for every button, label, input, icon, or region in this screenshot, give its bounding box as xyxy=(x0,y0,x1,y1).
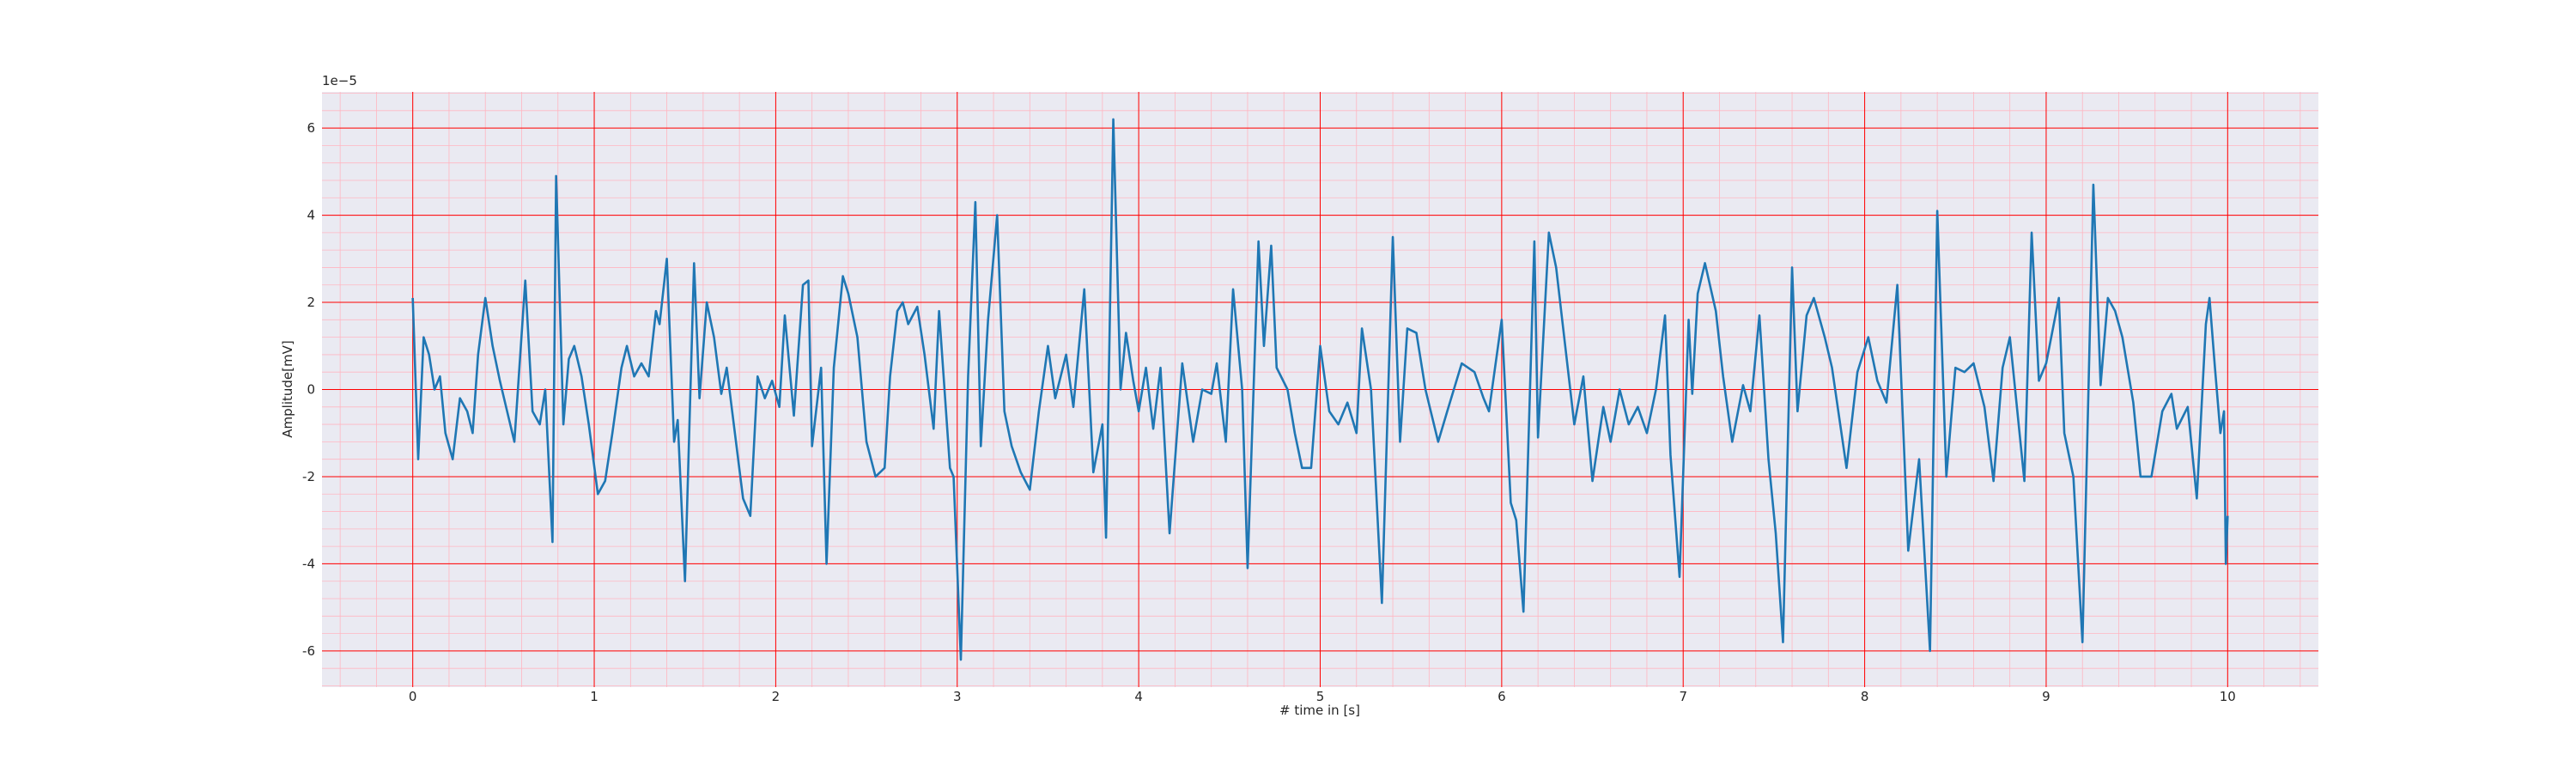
y-tick-label: 2 xyxy=(307,295,315,310)
y-tick-label: 4 xyxy=(307,208,315,223)
x-tick-label: 7 xyxy=(1679,689,1687,704)
signal-line xyxy=(411,118,2229,661)
y-axis-label: Amplitude[mV] xyxy=(280,340,295,437)
major-grid xyxy=(322,92,2318,687)
x-tick-label: 10 xyxy=(2220,689,2236,704)
y-tick-label: -2 xyxy=(302,469,315,484)
y-tick-label: -4 xyxy=(302,556,315,571)
x-tick-label: 8 xyxy=(1861,689,1869,704)
y-tick-label: 6 xyxy=(307,120,315,136)
x-tick-label: 5 xyxy=(1316,689,1325,704)
x-tick-label: 0 xyxy=(409,689,417,704)
offset-text: 1e−5 xyxy=(322,73,357,88)
x-tick-label: 6 xyxy=(1498,689,1506,704)
y-tick-label: 0 xyxy=(307,382,315,398)
x-tick-label: 4 xyxy=(1134,689,1143,704)
x-tick-label: 1 xyxy=(590,689,598,704)
series xyxy=(411,118,2229,661)
tick-labels: 0 1 2 3 4 5 6 7 8 9 10 -6 -4 -2 0 2 4 6 xyxy=(302,120,2236,704)
x-tick-label: 9 xyxy=(2042,689,2050,704)
x-tick-label: 2 xyxy=(772,689,781,704)
y-tick-label: -6 xyxy=(302,643,315,659)
x-tick-label: 3 xyxy=(953,689,962,704)
x-axis-label: # time in [s] xyxy=(1279,703,1360,718)
